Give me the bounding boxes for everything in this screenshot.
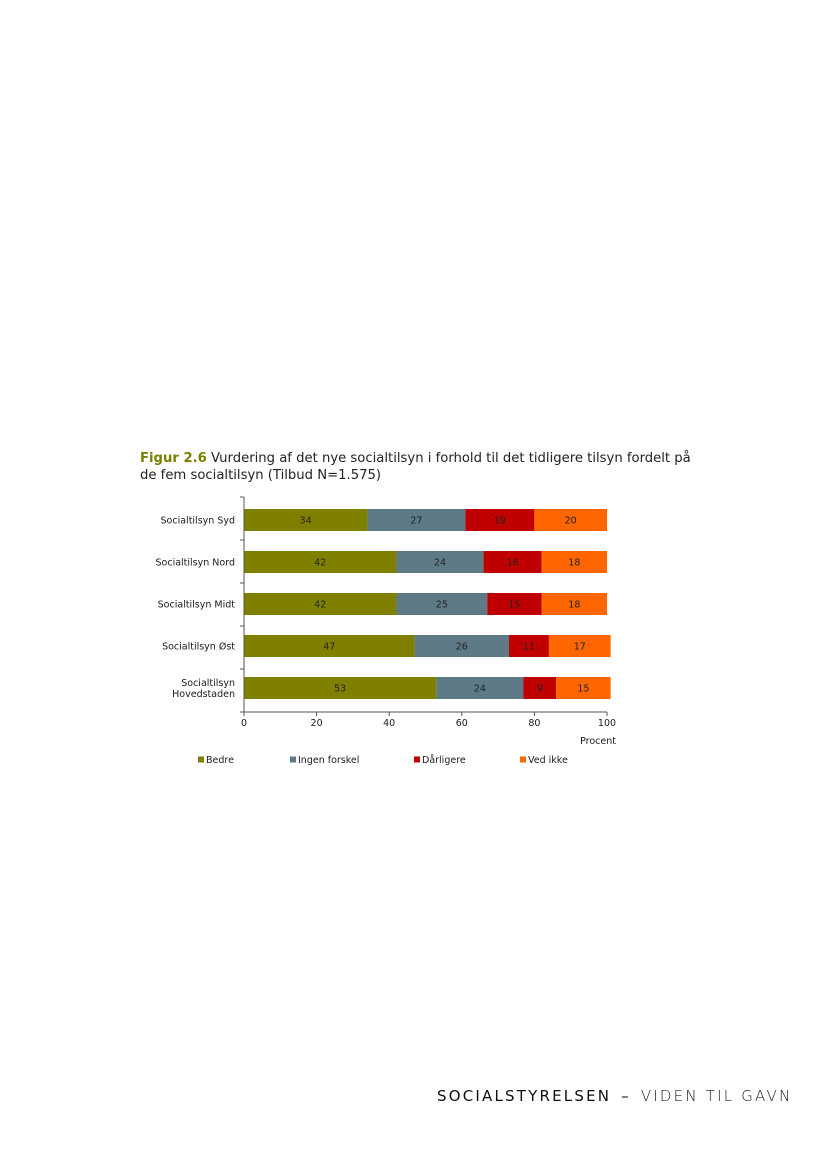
data-label-bedre-4: 53 bbox=[334, 684, 346, 695]
data-label-dårligere-4: 9 bbox=[537, 684, 543, 695]
bar-ingen-forskel-1 bbox=[396, 551, 484, 573]
bar-dårligere-1 bbox=[483, 551, 542, 573]
page-footer: SOCIALSTYRELSEN – VIDEN TIL GAVN bbox=[437, 1087, 792, 1105]
bar-ved-ikke-2 bbox=[541, 593, 607, 615]
category-label-1: Socialtilsyn Nord bbox=[156, 558, 235, 569]
bar-dårligere-0 bbox=[465, 509, 535, 531]
legend-label-ved-ikke: Ved ikke bbox=[528, 755, 568, 766]
figure-caption: Figur 2.6 Vurdering af det nye socialtil… bbox=[140, 450, 700, 484]
data-label-ingen-forskel-4: 24 bbox=[474, 684, 486, 695]
bar-ved-ikke-0 bbox=[534, 509, 607, 531]
data-label-ingen-forskel-3: 26 bbox=[456, 642, 468, 653]
data-label-ingen-forskel-1: 24 bbox=[434, 558, 446, 569]
data-label-ved-ikke-0: 20 bbox=[565, 516, 577, 527]
footer-tagline: VIDEN TIL GAVN bbox=[640, 1087, 793, 1105]
stacked-bar-chart: 34 27 19 20 Socialtilsyn Syd 42 24 16 18 Socialti… bbox=[156, 496, 616, 766]
footer-separator: – bbox=[621, 1087, 631, 1105]
bar-ved-ikke-4 bbox=[556, 677, 611, 699]
data-label-dårligere-1: 16 bbox=[507, 558, 519, 569]
bar-bedre-3 bbox=[244, 635, 415, 657]
bar-ved-ikke-3 bbox=[548, 635, 611, 657]
legend-label-dårligere: Dårligere bbox=[422, 755, 466, 766]
bar-ingen-forskel-3 bbox=[414, 635, 509, 657]
bar-dårligere-3 bbox=[508, 635, 549, 657]
category-label-4: Socialtilsyn Hovedstaden bbox=[172, 678, 235, 700]
bar-bedre-0 bbox=[244, 509, 368, 531]
x-tick-label-4: 80 bbox=[528, 718, 540, 729]
figure-label: Figur 2.6 bbox=[140, 451, 207, 466]
data-label-dårligere-3: 11 bbox=[523, 642, 535, 653]
legend-swatch-ved-ikke bbox=[520, 756, 526, 763]
x-tick-label-1: 20 bbox=[311, 718, 323, 729]
data-label-ved-ikke-4: 15 bbox=[577, 684, 589, 695]
bar-ved-ikke-1 bbox=[541, 551, 607, 573]
bar-ingen-forskel-2 bbox=[396, 593, 488, 615]
footer-brand: SOCIALSTYRELSEN bbox=[437, 1087, 612, 1105]
x-tick-label-2: 40 bbox=[383, 718, 395, 729]
data-label-ved-ikke-2: 18 bbox=[568, 600, 580, 611]
bar-dårligere-4 bbox=[523, 677, 557, 699]
data-label-bedre-1: 42 bbox=[314, 558, 326, 569]
x-axis-title: Procent bbox=[580, 736, 616, 747]
data-label-dårligere-2: 15 bbox=[508, 600, 520, 611]
legend-label-bedre: Bedre bbox=[206, 755, 234, 766]
data-label-bedre-0: 34 bbox=[300, 516, 312, 527]
x-tick-label-0: 0 bbox=[241, 718, 247, 729]
category-label-0: Socialtilsyn Syd bbox=[161, 516, 235, 527]
category-label-2: Socialtilsyn Midt bbox=[158, 600, 236, 611]
legend-swatch-ingen-forskel bbox=[290, 756, 296, 763]
bar-bedre-2 bbox=[244, 593, 397, 615]
figure-title: Vurdering af det nye socialtilsyn i forh… bbox=[140, 451, 691, 483]
legend-swatch-bedre bbox=[198, 756, 204, 763]
data-label-ved-ikke-3: 17 bbox=[574, 642, 586, 653]
legend-label-ingen-forskel: Ingen forskel bbox=[298, 755, 359, 766]
category-label-3: Socialtilsyn Øst bbox=[162, 642, 235, 653]
bar-bedre-4 bbox=[244, 677, 437, 699]
bar-bedre-1 bbox=[244, 551, 397, 573]
data-label-dårligere-0: 19 bbox=[494, 516, 506, 527]
bar-ingen-forskel-0 bbox=[367, 509, 466, 531]
bar-dårligere-2 bbox=[487, 593, 542, 615]
data-label-bedre-2: 42 bbox=[314, 600, 326, 611]
data-label-bedre-3: 47 bbox=[323, 642, 335, 653]
data-label-ingen-forskel-2: 25 bbox=[436, 600, 448, 611]
data-label-ingen-forskel-0: 27 bbox=[410, 516, 422, 527]
x-tick-label-5: 100 bbox=[598, 718, 616, 729]
data-label-ved-ikke-1: 18 bbox=[568, 558, 580, 569]
bar-ingen-forskel-4 bbox=[436, 677, 524, 699]
x-tick-label-3: 60 bbox=[456, 718, 468, 729]
legend-swatch-dårligere bbox=[414, 756, 420, 763]
